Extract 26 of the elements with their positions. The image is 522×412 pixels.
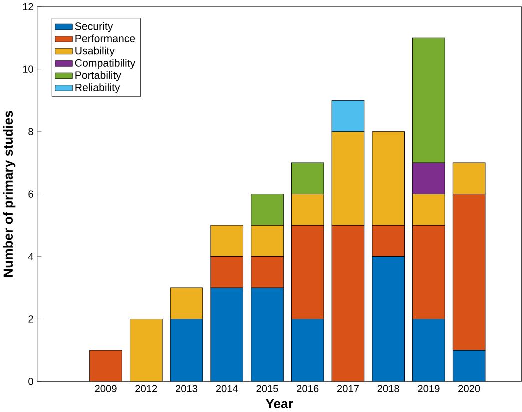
x-tick-label: 2020 (458, 385, 480, 392)
x-tick-label: 2015 (256, 385, 278, 392)
y-tick-label: 6 (28, 190, 34, 198)
x-tick-label: 2009 (95, 385, 117, 392)
y-tick-label: 2 (28, 316, 34, 323)
y-tick-label: 10 (23, 66, 34, 73)
x-axis-title: Year (266, 399, 294, 409)
y-tick-label: 12 (23, 3, 34, 10)
legend-label: Performance (76, 34, 136, 42)
legend-label: Portability (76, 71, 122, 82)
x-tick-label: 2013 (176, 385, 198, 392)
legend-label: Reliability (76, 84, 120, 94)
y-tick-label: 4 (28, 253, 34, 260)
x-tick-label: 2017 (337, 385, 359, 392)
legend-label: Compatibility (75, 59, 136, 70)
y-axis-title: Number of primary studies (3, 111, 16, 278)
x-tick-label: 2019 (418, 385, 440, 392)
legend-label: Usability (76, 46, 115, 57)
y-tick-label: 0 (28, 378, 34, 386)
y-tick-label: 8 (28, 128, 34, 136)
x-tick-label: 2018 (378, 385, 400, 392)
bar (130, 319, 163, 382)
legend-label: Security (75, 22, 114, 32)
x-tick-label: 2014 (216, 385, 238, 392)
x-tick-label: 2016 (297, 385, 319, 392)
x-tick-label: 2012 (136, 385, 158, 392)
